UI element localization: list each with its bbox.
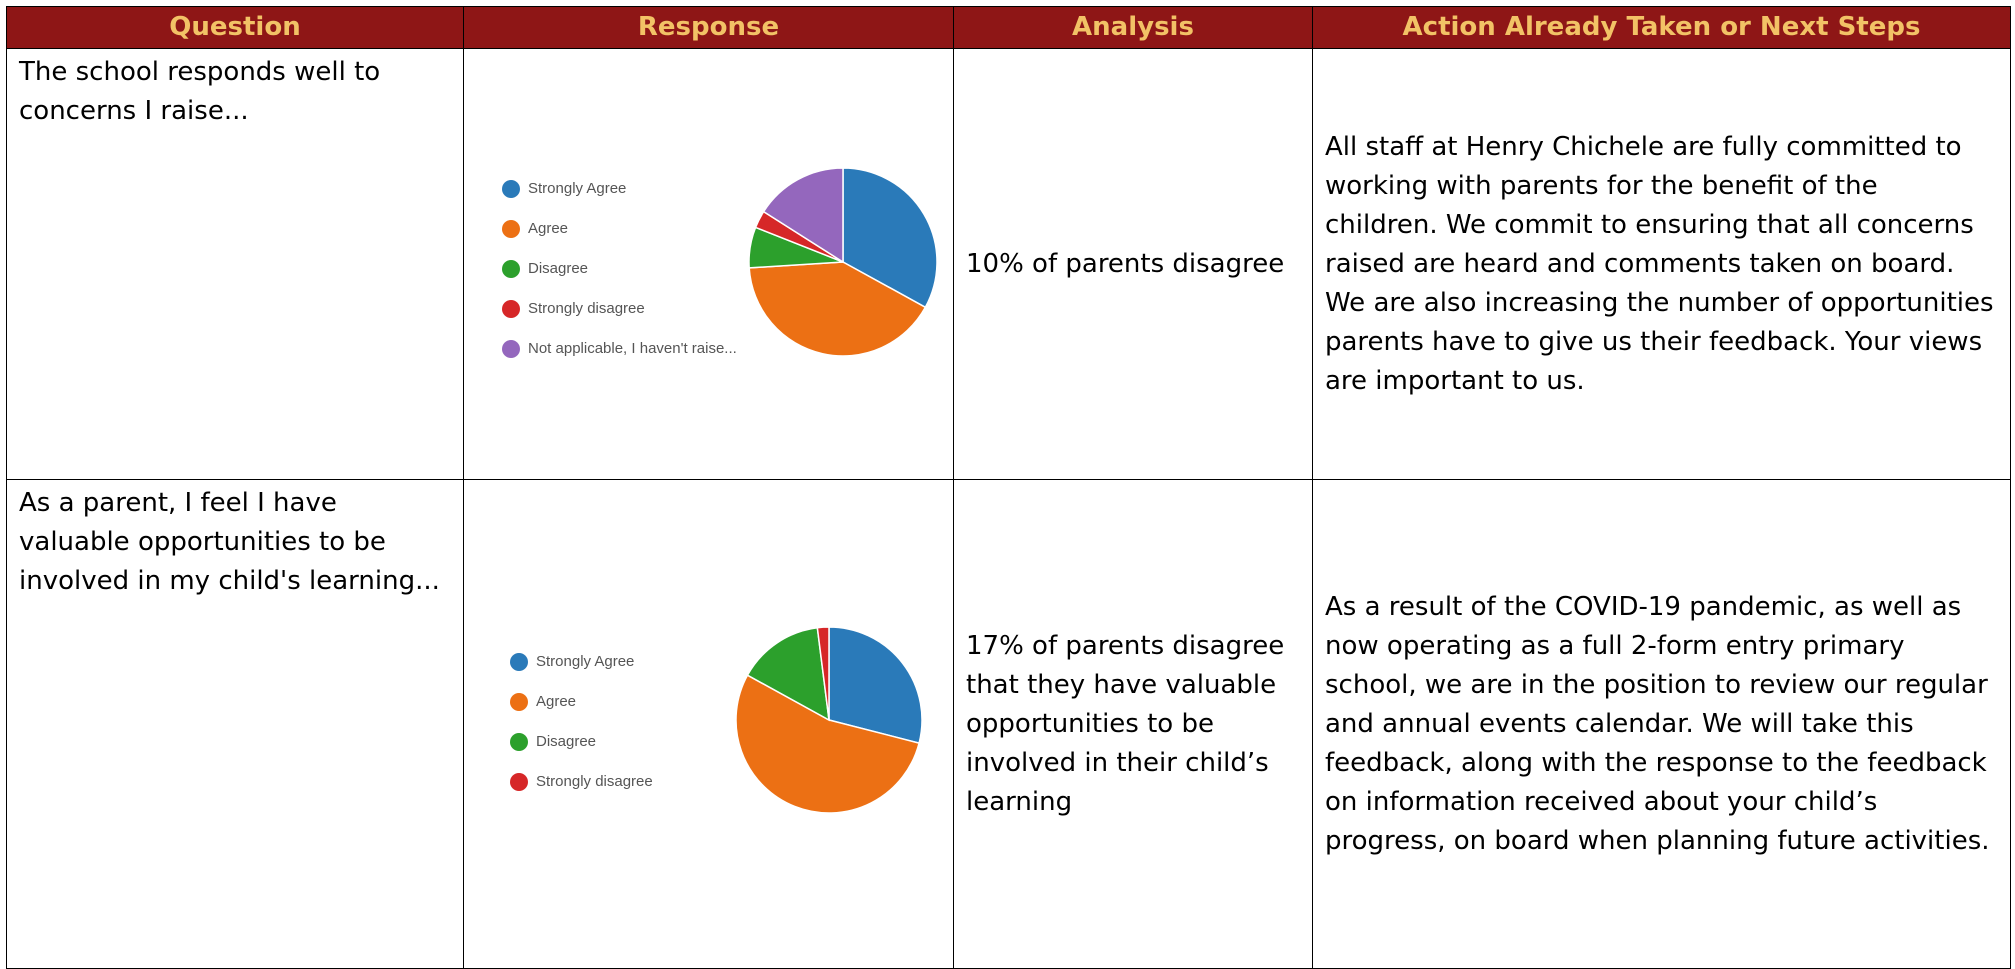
header-cell: Action Already Taken or Next Steps xyxy=(1312,6,2011,49)
legend-swatch xyxy=(502,300,520,318)
legend-swatch xyxy=(502,260,520,278)
legend-label: Agree xyxy=(536,693,576,710)
question-cell: As a parent, I feel I have valuable oppo… xyxy=(6,479,464,969)
pie-slice xyxy=(746,626,830,722)
response-cell: Strongly Agree Agree Disagree Strongly disa… xyxy=(463,479,954,969)
cell-text: 10% of parents disagree xyxy=(966,248,1285,279)
pie-slice xyxy=(748,261,927,357)
legend-label: Not applicable, I haven't raise... xyxy=(528,340,737,357)
legend-swatch xyxy=(502,180,520,198)
cell-text: All staff at Henry Chichele are fully co… xyxy=(1325,131,1994,396)
cell-text: As a result of the COVID-19 pandemic, as… xyxy=(1325,591,1990,856)
pie-slice xyxy=(735,674,920,814)
analysis-cell: 10% of parents disagree xyxy=(953,48,1313,480)
header-cell: Question xyxy=(6,6,464,49)
pie-chart: Strongly Agree Agree Disagree Strongly disa… xyxy=(502,167,938,358)
legend-label: Strongly disagree xyxy=(528,300,645,317)
legend-label: Disagree xyxy=(528,260,588,277)
action-cell: As a result of the COVID-19 pandemic, as… xyxy=(1312,479,2011,969)
action-cell: All staff at Henry Chichele are fully co… xyxy=(1312,48,2011,480)
pie-slice xyxy=(762,167,844,264)
legend-swatch xyxy=(510,733,528,751)
pie-slice xyxy=(816,626,830,721)
pie-chart: Strongly Agree Agree Disagree Strongly disa… xyxy=(510,626,923,814)
legend-swatch xyxy=(510,773,528,791)
legend-label: Strongly disagree xyxy=(536,773,653,790)
legend-swatch xyxy=(502,340,520,358)
cell-text: The school responds well to concerns I r… xyxy=(19,57,381,126)
pie-slice xyxy=(842,167,938,309)
legend-label: Strongly Agree xyxy=(528,180,626,197)
legend-swatch xyxy=(502,220,520,238)
pie-slice xyxy=(828,626,923,745)
header-cell: Analysis xyxy=(953,6,1313,49)
analysis-cell: 17% of parents disagree that they have v… xyxy=(953,479,1313,969)
question-cell: The school responds well to concerns I r… xyxy=(6,48,464,480)
legend-label: Disagree xyxy=(536,733,596,750)
legend-swatch xyxy=(510,653,528,671)
cell-text: As a parent, I feel I have valuable oppo… xyxy=(19,488,440,596)
legend-swatch xyxy=(510,693,528,711)
cell-text: 17% of parents disagree that they have v… xyxy=(966,630,1285,817)
legend-label: Agree xyxy=(528,220,568,237)
header-cell: Response xyxy=(463,6,954,49)
legend-label: Strongly Agree xyxy=(536,653,634,670)
response-cell: Strongly Agree Agree Disagree Strongly disa… xyxy=(463,48,954,480)
